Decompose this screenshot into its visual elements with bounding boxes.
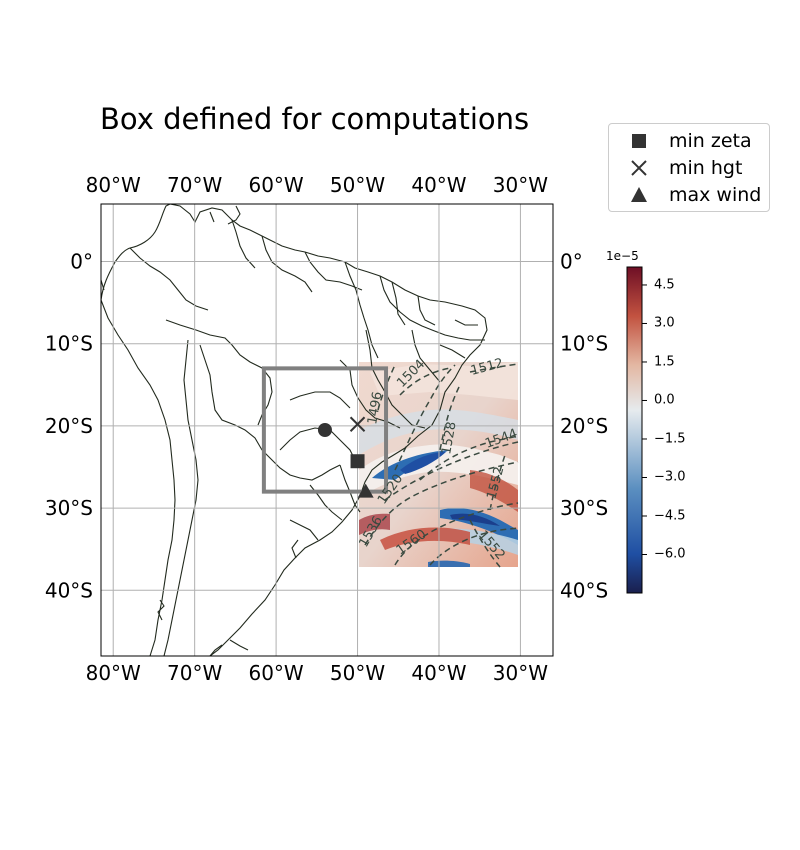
legend-item: max wind xyxy=(609,182,761,208)
min-zeta-marker xyxy=(350,454,365,469)
lat-tick-label: 10°S xyxy=(560,332,608,356)
colorbar-tick-label: −6.0 xyxy=(654,546,686,562)
legend: min zeta min hgt max wind xyxy=(608,123,770,212)
lat-tick-label: 40°S xyxy=(45,578,93,602)
lat-tick-label: 30°S xyxy=(560,496,608,520)
gridlines xyxy=(101,204,553,656)
contour-label: 1496 xyxy=(365,390,386,425)
colorbar-tick-label: −4.5 xyxy=(654,508,686,524)
map-frame xyxy=(100,203,554,657)
triangle-marker-icon xyxy=(609,186,669,204)
lon-tick-label: 60°W xyxy=(248,173,303,197)
colorbar-tick-label: −1.5 xyxy=(654,431,686,447)
country-borders xyxy=(101,204,488,656)
lon-tick-label: 40°W xyxy=(411,661,466,685)
x-marker-icon xyxy=(609,159,669,177)
lon-tick-label: 50°W xyxy=(330,173,385,197)
lon-tick-label: 60°W xyxy=(248,661,303,685)
colorbar-tick-label: 0.0 xyxy=(654,392,675,408)
map-markers xyxy=(317,416,374,498)
axis-tick-labels: 80°W 80°W 70°W 70°W 60°W 60°W 50°W 50°W 40°W 40°W… xyxy=(45,173,608,685)
legend-item: min zeta xyxy=(609,128,752,154)
lat-tick-label: 40°S xyxy=(560,578,608,602)
height-contours xyxy=(364,363,519,568)
lon-tick-label: 70°W xyxy=(167,661,222,685)
contour-label: 1528 xyxy=(439,420,460,455)
min-hgt-marker xyxy=(349,416,366,432)
lat-tick-label: 0° xyxy=(560,250,583,274)
max-wind-marker xyxy=(357,483,374,498)
computation-box xyxy=(261,366,389,494)
figure-title: Box defined for computations xyxy=(100,102,530,136)
lon-tick-label: 70°W xyxy=(167,173,222,197)
lon-tick-label: 40°W xyxy=(411,173,466,197)
circle-marker xyxy=(317,423,332,437)
colorbar-exponent: 1e−5 xyxy=(606,249,639,263)
lat-tick-label: 20°S xyxy=(560,414,608,438)
lat-tick-label: 30°S xyxy=(45,496,93,520)
lon-tick-label: 80°W xyxy=(86,661,141,685)
colorbar-tick-label: −3.0 xyxy=(654,469,686,485)
square-marker-icon xyxy=(609,133,669,149)
lat-tick-label: 10°S xyxy=(45,332,93,356)
colorbar-tick-label: 1.5 xyxy=(654,354,675,370)
colorbar xyxy=(626,266,643,594)
legend-label: max wind xyxy=(669,184,762,206)
legend-item: min hgt xyxy=(609,155,742,181)
legend-label: min zeta xyxy=(669,130,752,152)
colorbar-tick-label: 4.5 xyxy=(654,277,675,293)
lon-tick-label: 50°W xyxy=(330,661,385,685)
lon-tick-label: 30°W xyxy=(493,661,548,685)
colorbar-ticks xyxy=(642,284,647,555)
lon-tick-label: 80°W xyxy=(86,173,141,197)
lat-tick-label: 0° xyxy=(70,250,93,274)
lon-tick-label: 30°W xyxy=(493,173,548,197)
legend-label: min hgt xyxy=(669,157,743,179)
colorbar-tick-label: 3.0 xyxy=(654,315,675,331)
lat-tick-label: 20°S xyxy=(45,414,93,438)
